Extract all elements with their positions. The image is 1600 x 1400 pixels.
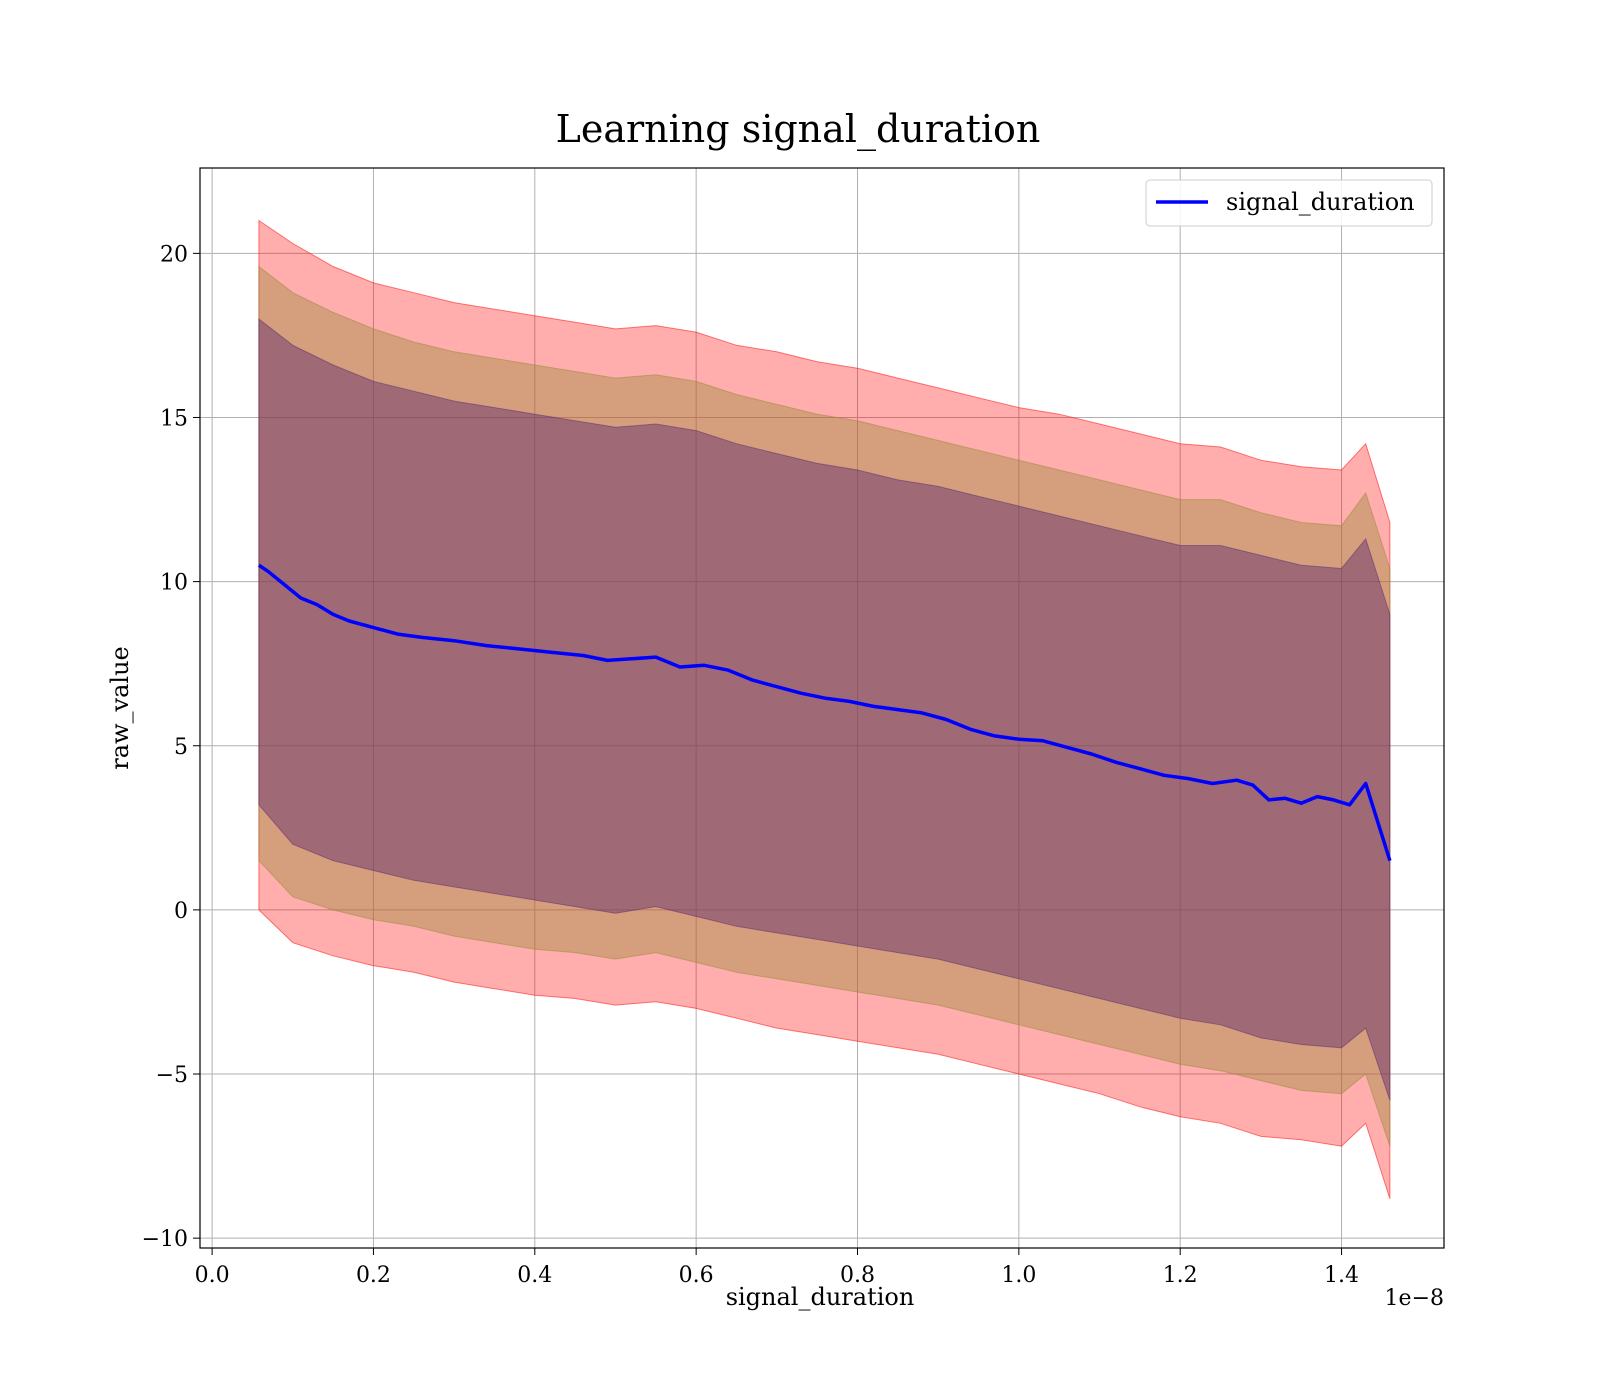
x-tick-label: 1.0 xyxy=(1001,1263,1036,1288)
x-tick-label: 0.2 xyxy=(356,1263,391,1288)
legend-box xyxy=(1145,179,1433,227)
y-tick-label: 0 xyxy=(174,899,188,924)
legend: signal_duration xyxy=(1145,179,1433,227)
y-tick-label: −5 xyxy=(156,1063,188,1088)
x-tick-label: 0.0 xyxy=(195,1263,230,1288)
data-series xyxy=(257,563,1392,862)
x-tick-label: 0.6 xyxy=(679,1263,714,1288)
band-inner xyxy=(258,317,1391,1101)
confidence-bands xyxy=(258,219,1391,1199)
y-tick-label: 15 xyxy=(160,406,188,431)
plot-frame xyxy=(199,167,1445,1249)
y-tick-label: −10 xyxy=(142,1227,188,1252)
x-axis-label: signal_duration xyxy=(726,1283,915,1311)
x-axis-ticks: 0.0 0.2 0.4 0.6 0.8 1.0 1.2 1.4 xyxy=(195,1248,1359,1288)
grid-lines xyxy=(200,168,1444,1248)
x-tick-label: 1.2 xyxy=(1163,1263,1198,1288)
band-middle xyxy=(258,265,1391,1147)
y-axis-ticks: −10 −5 0 5 10 15 20 xyxy=(142,242,200,1252)
chart-title: Learning signal_duration xyxy=(556,107,1041,152)
series-line xyxy=(257,563,1392,862)
x-axis-offset-label: 1e−8 xyxy=(1385,1286,1444,1311)
y-tick-label: 10 xyxy=(160,571,188,596)
y-tick-label: 5 xyxy=(174,735,188,760)
x-tick-label: 1.4 xyxy=(1324,1263,1359,1288)
y-tick-label: 20 xyxy=(160,242,188,267)
y-axis-label: raw_value xyxy=(106,646,134,770)
x-tick-label: 0.4 xyxy=(517,1263,552,1288)
legend-label: signal_duration xyxy=(1226,188,1415,216)
band-outer xyxy=(258,219,1391,1199)
x-tick-label: 0.8 xyxy=(840,1263,875,1288)
